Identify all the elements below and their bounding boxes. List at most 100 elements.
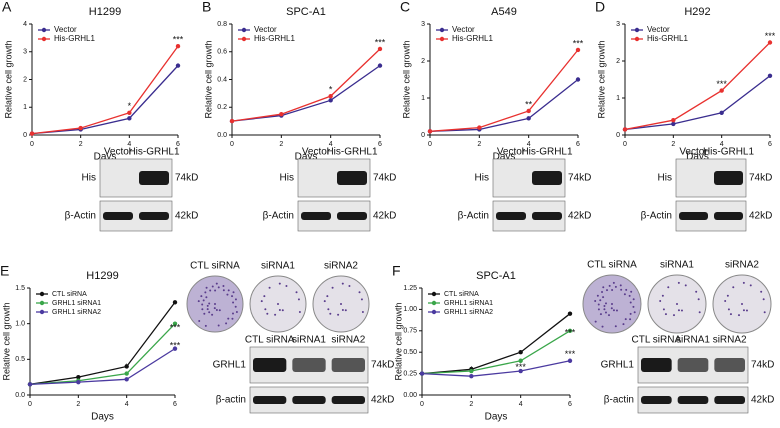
blot-band — [331, 358, 365, 372]
colony — [632, 305, 635, 308]
series-line — [231, 65, 381, 122]
plate-label: CTL siRNA — [587, 260, 637, 271]
colony — [630, 290, 633, 293]
colony — [211, 285, 214, 288]
colony — [612, 281, 615, 284]
colony — [732, 286, 735, 289]
colony — [285, 284, 288, 287]
panel-letter: C — [400, 0, 410, 15]
data-point — [622, 127, 628, 132]
legend-marker — [634, 36, 640, 42]
data-point — [172, 300, 178, 305]
blot-row-label: β-Actin — [263, 211, 294, 222]
annotation: * — [329, 85, 333, 95]
colony — [202, 299, 205, 302]
colony — [232, 301, 235, 304]
colony — [225, 322, 228, 325]
colony — [604, 311, 607, 314]
blot-size-label: 42kD — [751, 395, 774, 406]
colony — [201, 308, 204, 311]
data-point — [767, 40, 773, 45]
lane-label: Vector — [302, 147, 331, 158]
colony — [623, 293, 626, 296]
data-point — [575, 77, 581, 82]
colony — [661, 294, 664, 297]
colony — [277, 303, 279, 305]
colony — [204, 324, 207, 327]
data-point — [124, 371, 129, 376]
colony — [604, 302, 607, 305]
colony — [745, 309, 748, 312]
colony — [633, 311, 636, 314]
y-tick-label: 1.00 — [403, 306, 417, 313]
x-tick-label: 2 — [76, 401, 80, 408]
blot-size-label: 42kD — [175, 211, 198, 222]
x-tick-label: 0 — [230, 141, 234, 148]
colony — [340, 303, 342, 305]
colony — [358, 291, 361, 294]
y-tick-label: 0.6 — [217, 49, 227, 56]
data-point — [671, 121, 676, 127]
colony — [594, 300, 597, 303]
legend-marker — [634, 27, 640, 33]
colony — [215, 309, 218, 312]
annotation: *** — [716, 79, 727, 89]
data-point — [469, 368, 474, 374]
legend-marker — [41, 36, 47, 42]
legend-marker — [241, 36, 247, 42]
colony — [742, 309, 745, 312]
colony — [198, 320, 201, 323]
lane-label: Vector — [104, 147, 133, 158]
colony — [729, 313, 732, 316]
x-axis-label: Days — [295, 152, 318, 163]
y-tick-label: 2 — [616, 58, 620, 65]
y-tick-label: 0 — [421, 132, 425, 139]
chart-title: SPC-A1 — [476, 270, 516, 282]
colony — [214, 289, 217, 292]
colony — [762, 298, 765, 301]
data-point — [328, 93, 333, 99]
x-tick-label: 4 — [125, 401, 129, 408]
colony — [611, 303, 613, 305]
colony — [629, 301, 632, 304]
y-tick-label: 0.50 — [403, 349, 417, 356]
colony — [606, 289, 609, 292]
data-point — [124, 377, 129, 382]
panel-letter: A — [2, 0, 12, 15]
colony — [203, 312, 206, 315]
y-tick-label: 1.25 — [403, 285, 417, 292]
lane-label: siRNA1 — [292, 335, 326, 346]
y-tick-label: 0.75 — [403, 328, 417, 335]
y-tick-label: 1.0 — [15, 321, 25, 328]
legend-marker — [439, 36, 445, 42]
y-tick-label: 0.0 — [15, 392, 25, 399]
y-tick-label: 1 — [616, 95, 620, 102]
legend-label: His-GRHL1 — [254, 34, 295, 43]
blot-band — [677, 396, 709, 404]
colony — [278, 309, 281, 312]
blot-band — [301, 212, 331, 220]
plate-label: siRNA2 — [725, 260, 759, 271]
legend-marker — [41, 27, 47, 33]
colony — [297, 298, 300, 301]
colony — [680, 309, 683, 312]
chart-title: SPC-A1 — [286, 6, 326, 18]
lane-label: siRNA2 — [331, 335, 365, 346]
annotation: *** — [173, 35, 184, 45]
colony — [608, 284, 611, 287]
colony — [749, 284, 752, 287]
series-line — [29, 301, 176, 385]
data-point — [279, 111, 284, 117]
data-point — [518, 368, 523, 374]
colony — [612, 309, 615, 312]
annotation: ** — [525, 99, 533, 109]
series-line — [624, 42, 771, 131]
chart-title: H1299 — [86, 270, 118, 282]
x-tick-label: 4 — [329, 141, 333, 148]
colony — [295, 291, 298, 294]
legend-label: CTL siRNA — [52, 291, 87, 298]
blot-size-label: 74kD — [751, 360, 774, 371]
blot-strip — [99, 158, 173, 198]
y-axis-label: Relative cell growth — [3, 40, 13, 118]
blot-row-label: His — [475, 173, 489, 184]
